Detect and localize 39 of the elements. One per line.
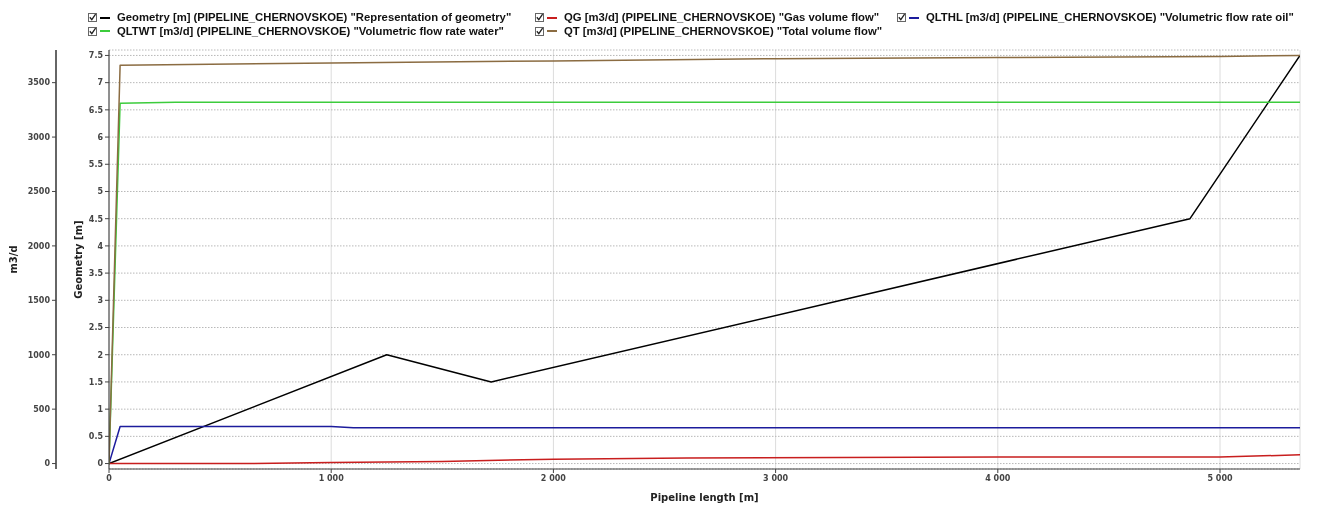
y-tick-label: 500 bbox=[33, 404, 51, 414]
y2-tick-label: 1 bbox=[97, 404, 104, 414]
x-tick-label: 5 000 bbox=[1207, 473, 1233, 483]
y2-tick-label: 5 bbox=[97, 187, 104, 197]
y-tick-label: 2500 bbox=[27, 187, 51, 197]
x-tick-label: 4 000 bbox=[985, 473, 1011, 483]
y2-tick-label: 5.5 bbox=[88, 160, 104, 170]
y2-tick-label: 2.5 bbox=[88, 323, 104, 333]
y-tick-label: 2000 bbox=[27, 241, 51, 251]
x-axis-title: Pipeline length [m] bbox=[650, 492, 759, 503]
x-tick-label: 1 000 bbox=[318, 473, 345, 483]
y2-axis-title: Geometry [m] bbox=[72, 220, 84, 299]
y2-tick-label: 6 bbox=[97, 132, 104, 142]
legend-label: QG [m3/d] (PIPELINE_CHERNOVSKOE) "Gas volume flow" bbox=[564, 11, 880, 25]
x-tick-label: 2 000 bbox=[540, 473, 567, 483]
y2-tick-label: 7.5 bbox=[88, 51, 104, 61]
legend-label: QLTHL [m3/d] (PIPELINE_CHERNOVSKOE) "Volumetric flow rate oil" bbox=[926, 11, 1294, 25]
x-tick-label: 3 000 bbox=[763, 473, 789, 483]
y2-tick-label: 3.5 bbox=[88, 268, 104, 278]
legend-label: QT [m3/d] (PIPELINE_CHERNOVSKOE) "Total volume flow" bbox=[564, 24, 883, 38]
line-series bbox=[109, 454, 1300, 465]
x-tick-label: 0 bbox=[106, 473, 113, 483]
y2-tick-label: 7 bbox=[97, 78, 103, 88]
y-tick-label: 3500 bbox=[27, 78, 51, 88]
y-tick-label: 1500 bbox=[27, 296, 51, 306]
y2-tick-label: 6.5 bbox=[88, 105, 104, 115]
y2-tick-label: 3 bbox=[97, 296, 103, 306]
y2-tick-label: 1.5 bbox=[88, 377, 104, 387]
y-axis-title: m3/d bbox=[7, 245, 19, 274]
legend-label: Geometry [m] (PIPELINE_CHERNOVSKOE) "Representation of geometry" bbox=[117, 11, 512, 25]
y2-tick-label: 2 bbox=[97, 350, 103, 360]
y2-tick-label: 4.5 bbox=[88, 214, 104, 224]
y-tick-label: 0 bbox=[44, 459, 51, 469]
y-tick-label: 3000 bbox=[27, 132, 51, 142]
y2-tick-label: 0.5 bbox=[88, 432, 104, 442]
y2-tick-label: 4 bbox=[97, 241, 104, 251]
y2-tick-label: 0 bbox=[97, 459, 104, 469]
legend-label: QLTWT [m3/d] (PIPELINE_CHERNOVSKOE) "Volumetric flow rate water" bbox=[117, 24, 504, 38]
y-tick-label: 1000 bbox=[27, 350, 51, 360]
